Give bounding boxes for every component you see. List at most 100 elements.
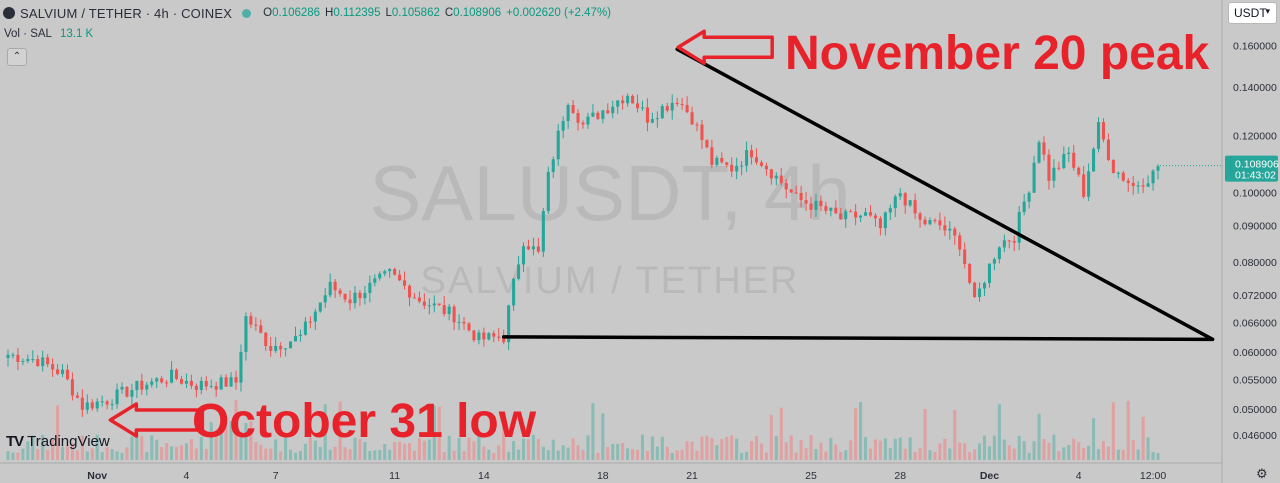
candle-body — [338, 290, 342, 294]
candle-body — [130, 390, 134, 397]
candle-body — [779, 175, 783, 184]
volume-bar — [997, 404, 1001, 460]
volume-bar — [992, 435, 996, 460]
candle-body — [1087, 171, 1091, 197]
volume-bar — [125, 447, 129, 460]
currency-select[interactable]: USDT ▾ — [1228, 2, 1277, 24]
volume-bar — [417, 438, 421, 460]
volume-bar — [953, 410, 957, 460]
ohlc-close-label: C — [444, 7, 454, 19]
peak-arrow-icon — [676, 29, 774, 65]
candle-body — [100, 401, 104, 403]
gear-icon[interactable]: ⚙ — [1256, 466, 1268, 481]
candle-body — [497, 336, 501, 338]
candle-body — [293, 335, 298, 342]
volume-bar — [814, 449, 818, 460]
candle-body — [160, 378, 164, 383]
candle-body — [596, 112, 600, 119]
candle-body — [90, 402, 94, 409]
candle-body — [536, 246, 540, 252]
volume-bar — [1062, 447, 1066, 460]
candle-body — [26, 359, 30, 361]
volume-bar — [457, 438, 461, 460]
candle-body — [631, 95, 635, 104]
chevron-down-icon: ▾ — [1265, 6, 1270, 16]
ohlc-low-label: L — [385, 7, 392, 19]
volume-bar — [973, 449, 977, 460]
volume-bar — [298, 450, 302, 460]
y-tick-label: 0.060000 — [1233, 347, 1277, 359]
chevron-up-icon[interactable]: ⌃ — [7, 48, 27, 66]
volume-bar — [70, 443, 74, 460]
volume-bar — [398, 441, 402, 460]
volume-bar — [482, 446, 486, 460]
volume-bar — [804, 448, 808, 460]
candle-body — [586, 116, 590, 125]
candle-body — [1156, 166, 1160, 171]
volume-bar — [492, 453, 496, 460]
volume-bar — [581, 449, 585, 460]
volume-bar — [779, 407, 783, 460]
volume-bar — [447, 435, 451, 460]
candle-body — [36, 359, 40, 367]
volume-bar — [849, 440, 853, 460]
volume-bar — [844, 450, 848, 460]
volume-bar — [358, 438, 362, 460]
candle-body — [655, 118, 659, 120]
candle-body — [31, 359, 35, 361]
candle-body — [407, 285, 412, 298]
candle-body — [224, 377, 228, 387]
volume-bar — [675, 450, 679, 460]
volume-bar — [1096, 449, 1101, 460]
volume-bar — [626, 448, 630, 460]
candle-body — [378, 273, 382, 279]
volume-bar — [551, 439, 555, 460]
candle-body — [244, 316, 248, 352]
volume-bar — [710, 438, 714, 460]
volume-bar — [274, 439, 278, 460]
volume-bar — [407, 443, 412, 460]
volume-bar — [764, 452, 768, 460]
watermark-symbol: SALUSDT, 4h — [369, 149, 850, 237]
candle-body — [269, 346, 273, 351]
symbol-title[interactable]: SALVIUM / TETHER · 4h · COINEX — [20, 5, 233, 21]
candle-body — [749, 150, 754, 158]
volume-bar — [239, 431, 243, 460]
watermark-name: SALVIUM / TETHER — [421, 260, 800, 302]
candle-body — [1136, 185, 1140, 187]
volume-bar — [135, 434, 139, 460]
ohlc-high-value: 0.112395 — [333, 7, 381, 19]
volume-legend[interactable]: Vol · SAL 13.1 K — [4, 28, 93, 40]
candle-body — [373, 278, 377, 283]
volume-bar — [635, 449, 640, 460]
volume-bar — [938, 443, 942, 460]
candle-body — [958, 235, 962, 250]
volume-bar — [1121, 449, 1125, 460]
candle-body — [854, 211, 858, 218]
candle-body — [1146, 183, 1150, 187]
volume-bar — [189, 439, 193, 460]
last-price-tag — [1225, 155, 1278, 182]
volume-bar — [1072, 438, 1076, 460]
volume-bar — [90, 448, 94, 460]
candle-body — [46, 357, 50, 365]
volume-bar — [224, 426, 228, 460]
y-tick-label: 0.090000 — [1233, 220, 1277, 232]
candle-body — [264, 332, 268, 347]
volume-bar — [462, 451, 466, 460]
volume-bar — [794, 452, 798, 460]
volume-bar — [497, 445, 501, 460]
candle-body — [165, 382, 169, 384]
symbol-logo-icon[interactable] — [3, 7, 15, 19]
candle-body — [11, 354, 15, 356]
y-tick-label: 0.100000 — [1233, 187, 1277, 199]
tradingview-logo[interactable]: TV TradingView — [6, 433, 110, 450]
volume-bar — [393, 442, 397, 460]
candle-body — [898, 193, 902, 197]
candle-body — [685, 104, 689, 113]
candle-body — [735, 165, 739, 172]
volume-bar — [422, 440, 426, 460]
volume-bar — [1042, 439, 1046, 460]
candle-body — [75, 395, 79, 398]
